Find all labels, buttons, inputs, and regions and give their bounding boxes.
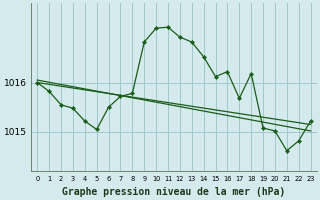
X-axis label: Graphe pression niveau de la mer (hPa): Graphe pression niveau de la mer (hPa): [62, 186, 285, 197]
